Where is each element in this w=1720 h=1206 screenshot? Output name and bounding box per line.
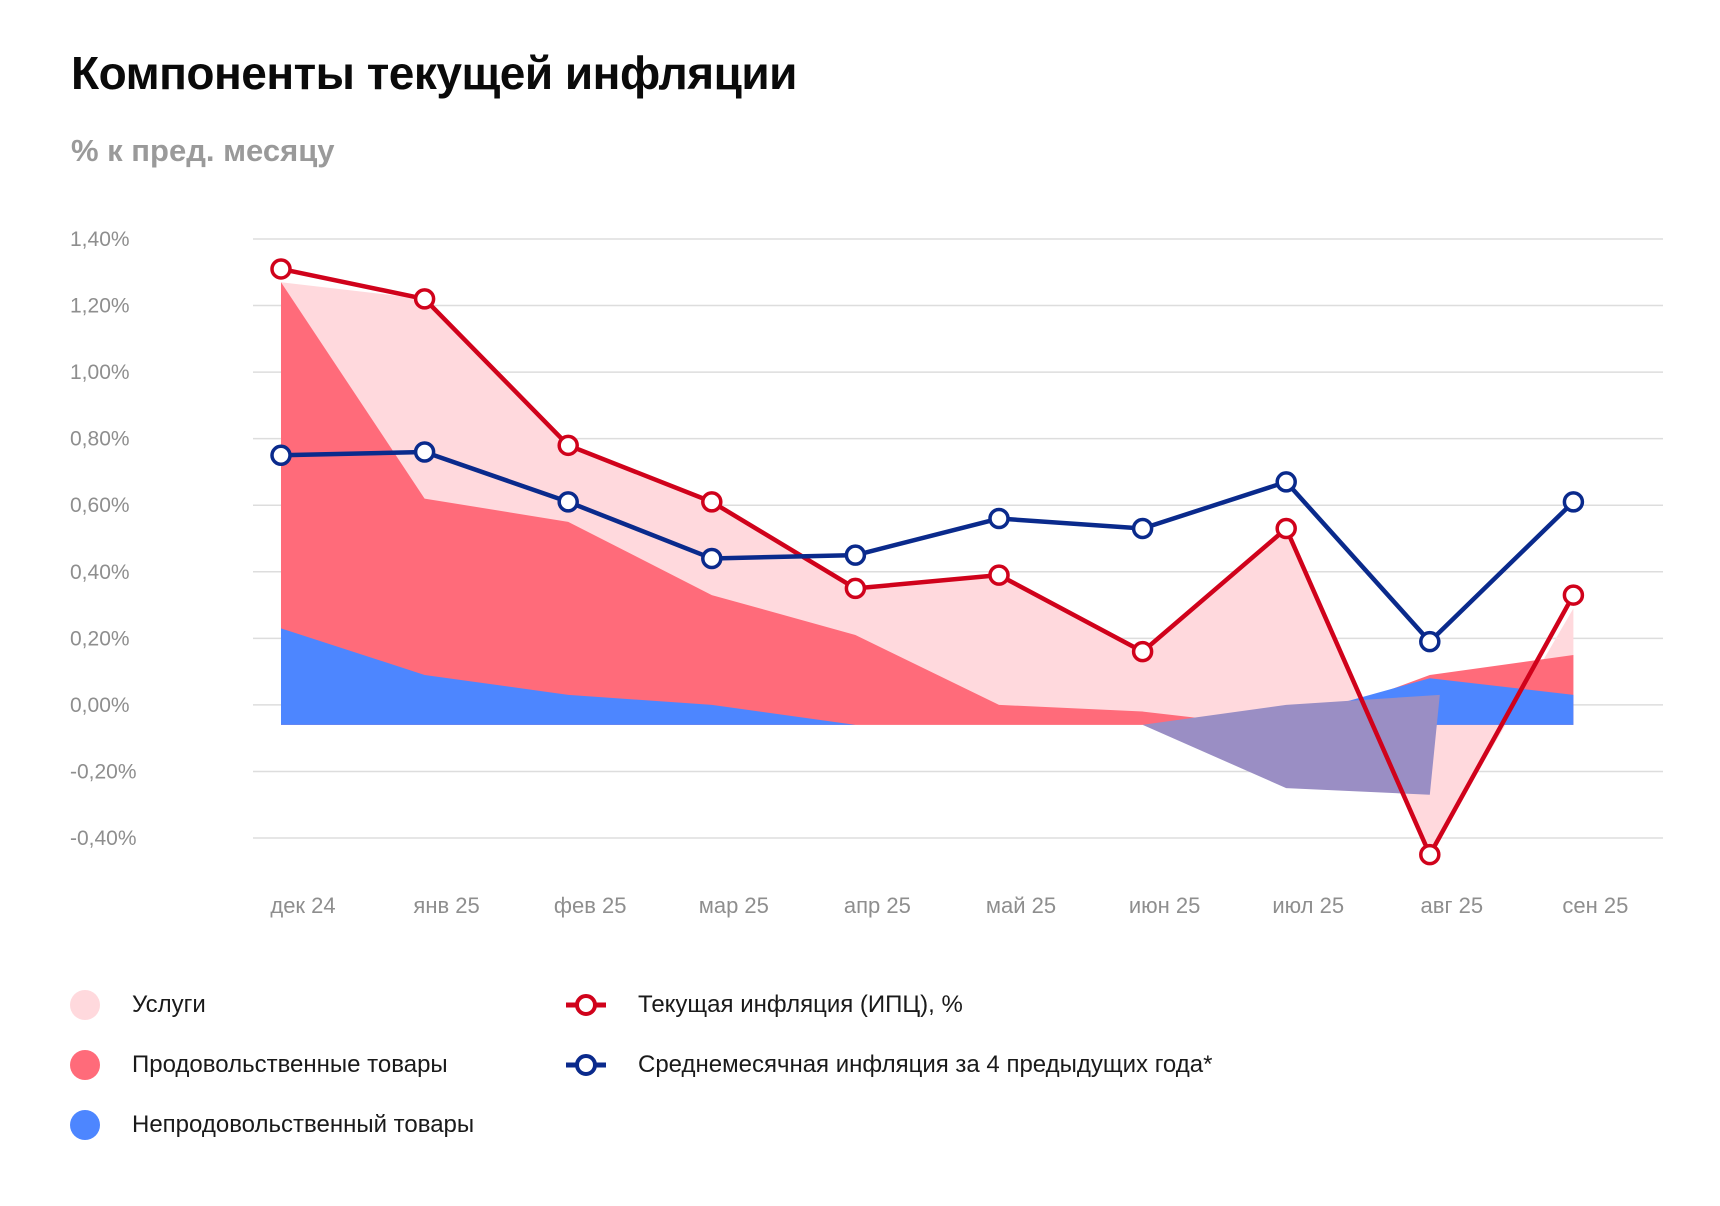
x-tick-label: сен 25 xyxy=(1562,893,1628,918)
x-tick-label: янв 25 xyxy=(413,893,479,918)
x-tick-label: дек 24 xyxy=(270,893,335,918)
y-tick-label: 0,40% xyxy=(70,561,130,584)
y-tick-label: 0,20% xyxy=(70,627,130,650)
x-tick-label: июл 25 xyxy=(1272,893,1344,918)
legend-swatch-avg xyxy=(566,1054,606,1076)
legend-label-cpi: Текущая инфляция (ИПЦ), % xyxy=(638,991,963,1018)
x-tick-label: май 25 xyxy=(986,893,1056,918)
point-avg xyxy=(1419,630,1441,653)
point-cpi xyxy=(1562,584,1585,606)
chart-subtitle: % к пред. месяцу xyxy=(71,133,335,168)
point-avg xyxy=(1562,491,1585,513)
point-cpi xyxy=(413,288,436,310)
point-cpi xyxy=(988,564,1010,586)
legend-item-avg[interactable]: Среднемесячная инфляция за 4 предыдущих … xyxy=(566,1050,1212,1080)
point-avg xyxy=(270,444,292,467)
point-cpi xyxy=(701,491,723,513)
point-cpi xyxy=(844,577,867,600)
point-cpi xyxy=(557,434,579,457)
point-avg xyxy=(1275,471,1297,493)
x-tick-label: мар 25 xyxy=(699,893,769,918)
area-food xyxy=(281,282,1574,729)
tick-layer: 1,40% 1,20% 1,00% 0,80% 0,60% 0,40% 0,20% 0,00%… xyxy=(70,228,1628,918)
legend-label-avg: Среднемесячная инфляция за 4 предыдущих … xyxy=(638,1051,1213,1078)
x-tick-label: фев 25 xyxy=(554,893,627,918)
point-avg xyxy=(413,441,436,463)
point-avg xyxy=(988,507,1010,530)
chart-title: Компоненты текущей инфляции xyxy=(71,47,797,99)
y-tick-label: 1,20% xyxy=(70,295,130,318)
y-tick-label: 0,60% xyxy=(70,494,130,517)
point-cpi xyxy=(1275,517,1297,540)
legend-label-nonfood: Непродовольственный товары xyxy=(132,1111,475,1138)
legend-swatch-nonfood xyxy=(70,1110,100,1140)
legend-swatch-services xyxy=(70,990,100,1020)
y-tick-label: -0,20% xyxy=(70,760,137,783)
legend-item-services[interactable]: Услуги xyxy=(70,990,206,1020)
y-tick-label: 0,80% xyxy=(70,428,130,451)
legend-label-services: Услуги xyxy=(132,991,206,1018)
legend-swatch-cpi xyxy=(566,994,606,1016)
point-cpi xyxy=(270,258,292,280)
point-cpi xyxy=(1131,640,1154,663)
legend-item-nonfood[interactable]: Непродовольственный товары xyxy=(70,1110,474,1140)
y-tick-label: 0,00% xyxy=(70,694,130,717)
x-tick-label: апр 25 xyxy=(844,893,911,918)
area-nonfood xyxy=(281,628,1574,725)
y-tick-label: 1,00% xyxy=(70,361,130,384)
inflation-chart: 1,40% 1,20% 1,00% 0,80% 0,60% 0,40% 0,20% 0,00%… xyxy=(70,228,1663,918)
area-layer xyxy=(281,282,1574,855)
line-cpi xyxy=(280,266,1576,857)
point-avg xyxy=(701,547,723,570)
x-tick-label: июн 25 xyxy=(1129,893,1201,918)
legend-item-cpi[interactable]: Текущая инфляция (ИПЦ), % xyxy=(566,990,963,1020)
y-tick-label: -0,40% xyxy=(70,827,137,850)
legend-item-food[interactable]: Продовольственные товары xyxy=(70,1050,448,1080)
y-tick-label: 1,40% xyxy=(70,228,130,251)
line-layer xyxy=(270,258,1585,866)
legend-label-food: Продовольственные товары xyxy=(132,1051,448,1078)
point-avg xyxy=(557,491,579,513)
point-avg xyxy=(1131,517,1154,540)
point-cpi xyxy=(1419,843,1441,866)
x-tick-label: авг 25 xyxy=(1421,893,1484,918)
area-nonfood-negative xyxy=(1142,694,1440,795)
legend-swatch-food xyxy=(70,1050,100,1080)
line-avg xyxy=(280,449,1575,644)
point-avg xyxy=(844,544,867,566)
